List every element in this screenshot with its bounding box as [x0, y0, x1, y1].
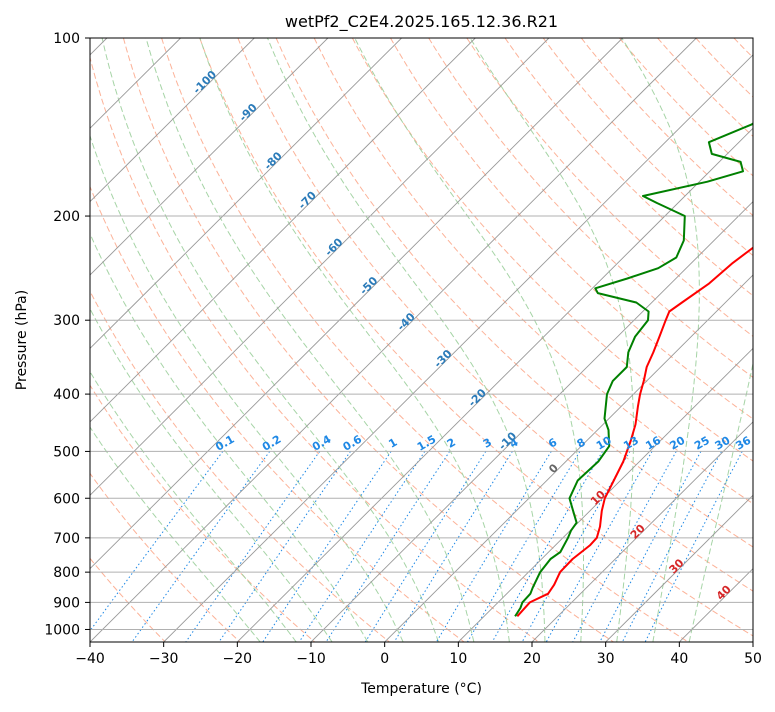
- x-tick-label: 0: [380, 651, 389, 667]
- x-tick-label: 20: [523, 651, 541, 667]
- x-tick-label: 50: [744, 651, 762, 667]
- y-tick-label: 300: [53, 313, 80, 329]
- y-tick-label: 200: [53, 209, 80, 225]
- x-tick-label: 40: [670, 651, 688, 667]
- x-tick-label: −30: [149, 651, 179, 667]
- x-tick-label: −20: [223, 651, 253, 667]
- y-tick-label: 900: [53, 595, 80, 611]
- x-tick-label: 10: [449, 651, 467, 667]
- x-tick-label: 30: [597, 651, 615, 667]
- x-tick-label: −10: [296, 651, 326, 667]
- x-axis-label: Temperature (°C): [360, 681, 482, 697]
- y-tick-label: 500: [53, 444, 80, 460]
- y-tick-label: 700: [53, 531, 80, 547]
- y-tick-label: 800: [53, 565, 80, 581]
- y-axis-label: Pressure (hPa): [14, 290, 30, 390]
- chart-title: wetPf2_C2E4.2025.165.12.36.R21: [285, 12, 558, 32]
- y-tick-label: 100: [53, 31, 80, 47]
- y-tick-label: 400: [53, 387, 80, 403]
- y-tick-label: 1000: [44, 622, 80, 638]
- x-tick-label: −40: [75, 651, 105, 667]
- y-tick-label: 600: [53, 491, 80, 507]
